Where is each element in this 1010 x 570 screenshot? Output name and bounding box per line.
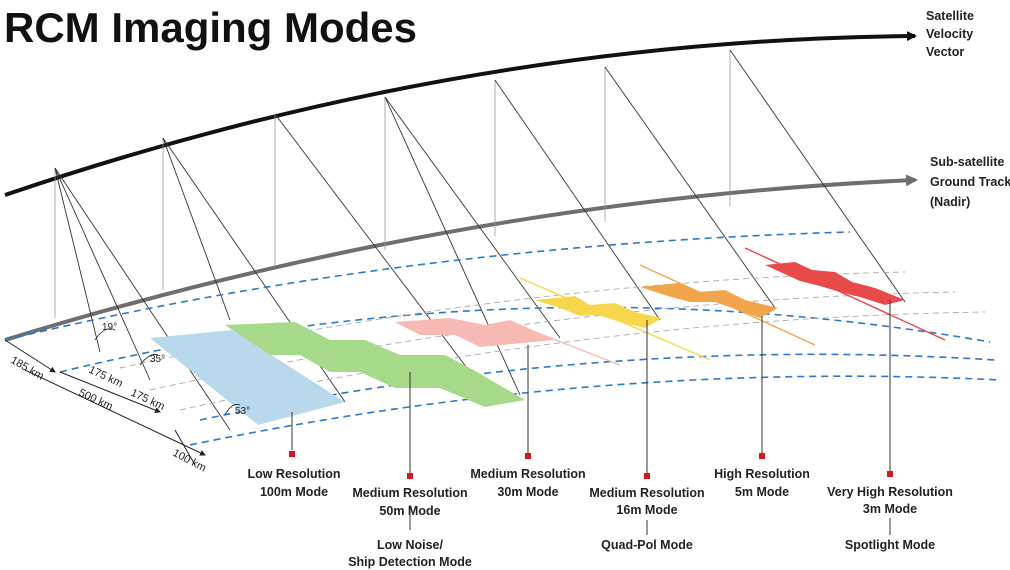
- svg-text:50m Mode: 50m Mode: [379, 504, 440, 518]
- svg-text:5m Mode: 5m Mode: [735, 485, 789, 499]
- svg-text:Ground Track: Ground Track: [930, 175, 1010, 189]
- dim-175km-b: 175 km: [129, 387, 167, 413]
- svg-text:100m Mode: 100m Mode: [260, 485, 328, 499]
- swath-medium-res-30m: [395, 318, 555, 347]
- ground-track-arc: [4, 174, 918, 342]
- svg-text:High Resolution: High Resolution: [714, 467, 810, 481]
- svg-text:Medium Resolution: Medium Resolution: [589, 486, 704, 500]
- svg-text:Sub-satellite: Sub-satellite: [930, 155, 1004, 169]
- angle-35: 35°: [150, 354, 165, 365]
- angle-19: 19°: [102, 322, 117, 333]
- swath-edge-far: [199, 353, 996, 421]
- svg-text:Velocity: Velocity: [926, 27, 973, 41]
- svg-text:Spotlight Mode: Spotlight Mode: [845, 538, 935, 552]
- page-title: RCM Imaging Modes: [4, 4, 417, 51]
- near-edge-line: [4, 231, 851, 341]
- angle-53: 53°: [235, 406, 250, 417]
- beam-lines: [54, 49, 906, 431]
- svg-text:Low Noise/: Low Noise/: [377, 538, 444, 552]
- dim-100km: 100 km: [171, 447, 208, 475]
- svg-text:Vector: Vector: [926, 45, 964, 59]
- angle-markers: 19° 35° 53°: [94, 322, 250, 417]
- dim-175km-a: 175 km: [87, 364, 125, 390]
- svg-text:Very High Resolution: Very High Resolution: [827, 485, 953, 499]
- svg-text:30m Mode: 30m Mode: [497, 485, 558, 499]
- mode-label-very-high-res-3m: Very High Resolution 3m Mode Spotlight M…: [827, 485, 953, 552]
- dim-185km: 185 km: [9, 354, 46, 382]
- mode-label-medium-res-30m: Medium Resolution 30m Mode: [470, 467, 585, 499]
- swath-very-high-res-3m: [765, 262, 905, 305]
- svg-text:16m Mode: 16m Mode: [616, 503, 677, 517]
- svg-text:Ship Detection Mode: Ship Detection Mode: [348, 555, 472, 569]
- svg-text:Low Resolution: Low Resolution: [247, 467, 340, 481]
- svg-text:Quad-Pol Mode: Quad-Pol Mode: [601, 538, 693, 552]
- svg-text:Medium Resolution: Medium Resolution: [470, 467, 585, 481]
- mode-label-medium-res-50m: Medium Resolution 50m Mode Low Noise/ Sh…: [348, 486, 472, 569]
- svg-text:3m Mode: 3m Mode: [863, 502, 917, 516]
- swath-arrows: [519, 247, 946, 366]
- svg-text:(Nadir): (Nadir): [930, 195, 970, 209]
- mode-label-medium-res-16m: Medium Resolution 16m Mode Quad-Pol Mode: [589, 486, 704, 552]
- swath-medium-res-50m: [225, 322, 525, 407]
- swath-high-res-5m: [640, 283, 778, 318]
- ground-track-label: Sub-satellite Ground Track (Nadir): [930, 155, 1010, 209]
- mode-label-high-res-5m: High Resolution 5m Mode: [714, 467, 810, 499]
- vertical-lines: [54, 50, 731, 318]
- swath-low-res-100m: [150, 330, 345, 425]
- swath-edge-outer: [189, 375, 1001, 446]
- satellite-velocity-arc: [4, 31, 917, 197]
- mode-label-low-res-100m: Low Resolution 100m Mode: [247, 467, 340, 499]
- mode-leaders: [291, 300, 891, 535]
- velocity-label: Satellite Velocity Vector: [926, 9, 974, 59]
- dimension-lines: [4, 339, 206, 466]
- svg-text:Satellite: Satellite: [926, 9, 974, 23]
- dim-500km: 500 km: [77, 387, 115, 413]
- svg-text:Medium Resolution: Medium Resolution: [352, 486, 467, 500]
- mode-markers: [289, 451, 893, 479]
